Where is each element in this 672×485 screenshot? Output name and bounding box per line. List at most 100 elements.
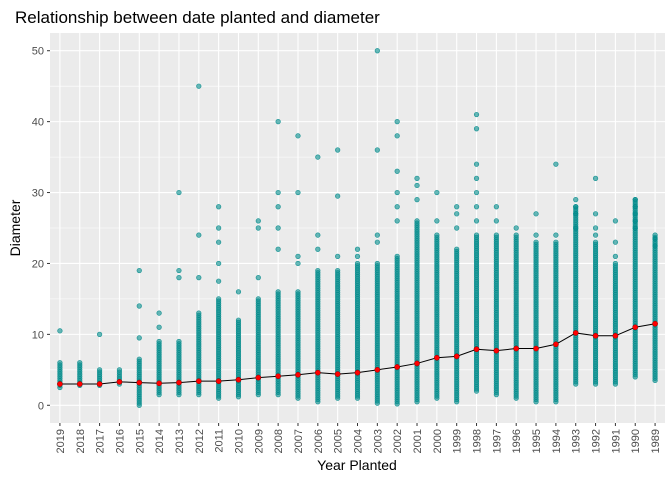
data-point bbox=[612, 218, 619, 224]
mean-point bbox=[354, 369, 361, 376]
x-tick-label: 2019 bbox=[55, 429, 67, 453]
data-point bbox=[335, 193, 341, 199]
mean-point bbox=[652, 320, 658, 327]
x-tick-label: 2001 bbox=[412, 429, 424, 453]
x-tick-label: 1997 bbox=[491, 429, 503, 453]
data-point bbox=[156, 310, 162, 316]
data-point bbox=[414, 218, 420, 224]
x-tick-label: 2005 bbox=[333, 429, 345, 453]
mean-point bbox=[572, 330, 579, 336]
x-tick-label: 2017 bbox=[95, 429, 107, 453]
data-point bbox=[315, 232, 321, 238]
data-point bbox=[354, 260, 361, 267]
x-tick-label: 2013 bbox=[174, 429, 186, 453]
data-point bbox=[96, 367, 103, 373]
data-point bbox=[573, 197, 579, 203]
mean-point bbox=[473, 346, 480, 353]
data-point bbox=[394, 204, 400, 210]
data-point bbox=[77, 360, 83, 366]
data-point bbox=[216, 296, 222, 302]
y-tick-label: 50 bbox=[32, 46, 44, 58]
x-tick-label: 2015 bbox=[134, 429, 146, 453]
data-point bbox=[394, 218, 400, 224]
mean-point bbox=[57, 381, 63, 387]
data-point bbox=[434, 189, 440, 196]
x-tick-label: 2000 bbox=[432, 429, 444, 453]
data-point bbox=[414, 175, 420, 181]
data-point bbox=[454, 204, 460, 210]
data-point bbox=[493, 204, 499, 210]
y-tick-label: 30 bbox=[32, 188, 44, 200]
data-point bbox=[513, 232, 519, 238]
mean-point bbox=[275, 373, 281, 380]
x-tick-label: 1992 bbox=[591, 429, 603, 453]
data-point bbox=[295, 189, 301, 196]
x-tick-label: 2003 bbox=[372, 429, 384, 453]
mean-point bbox=[453, 353, 460, 360]
data-point bbox=[473, 175, 480, 181]
data-point bbox=[156, 338, 162, 345]
data-point bbox=[57, 360, 63, 366]
data-point bbox=[454, 246, 460, 252]
data-point bbox=[255, 275, 261, 281]
data-point bbox=[394, 133, 400, 139]
data-point bbox=[414, 197, 420, 203]
mean-trend bbox=[57, 320, 658, 387]
data-point bbox=[315, 154, 321, 160]
data-point bbox=[196, 83, 202, 89]
data-point bbox=[216, 204, 222, 210]
data-point bbox=[374, 147, 380, 153]
data-point bbox=[632, 211, 638, 217]
data-point bbox=[394, 253, 400, 259]
data-point bbox=[374, 48, 380, 54]
y-axis-title: Diameter bbox=[7, 199, 23, 256]
data-point bbox=[533, 232, 539, 238]
data-point bbox=[473, 111, 480, 118]
data-point bbox=[632, 218, 638, 224]
data-point bbox=[216, 278, 222, 284]
y-tick-label: 10 bbox=[32, 329, 44, 341]
data-point bbox=[592, 225, 599, 231]
x-axis: 2019 2018 2017 2016 2015 2014 2013 2012 2011 2010… bbox=[55, 423, 662, 453]
data-point bbox=[394, 119, 400, 125]
data-point bbox=[216, 225, 222, 231]
x-tick-label: 1990 bbox=[630, 429, 642, 453]
data-point bbox=[592, 232, 599, 238]
data-point bbox=[315, 267, 321, 274]
data-point bbox=[176, 189, 182, 196]
mean-point bbox=[314, 369, 321, 376]
data-point bbox=[255, 218, 261, 224]
data-point bbox=[136, 356, 142, 362]
data-point bbox=[96, 331, 103, 337]
data-point bbox=[612, 239, 619, 245]
mean-point bbox=[96, 381, 103, 387]
data-point bbox=[473, 218, 480, 224]
x-axis-title: Year Planted bbox=[317, 457, 397, 473]
data-point bbox=[295, 133, 301, 139]
mean-point bbox=[513, 345, 520, 352]
data-point bbox=[533, 239, 539, 245]
data-point bbox=[196, 232, 202, 238]
mean-point bbox=[215, 378, 222, 385]
data-point bbox=[553, 161, 559, 167]
data-point bbox=[295, 289, 301, 295]
mean-point bbox=[295, 371, 301, 378]
data-point bbox=[136, 267, 142, 274]
x-tick-label: 1989 bbox=[650, 429, 662, 453]
mean-point bbox=[334, 371, 341, 377]
mean-point bbox=[394, 364, 401, 370]
mean-point bbox=[533, 345, 539, 352]
data-point bbox=[295, 260, 301, 267]
x-tick-label: 2002 bbox=[392, 429, 404, 453]
data-point bbox=[335, 147, 341, 153]
mean-point bbox=[553, 341, 559, 348]
data-point bbox=[235, 317, 242, 323]
data-point bbox=[136, 303, 142, 309]
data-point bbox=[652, 236, 658, 242]
mean-point bbox=[493, 347, 500, 354]
x-tick-label: 1995 bbox=[531, 429, 543, 453]
data-point bbox=[414, 182, 420, 189]
data-point bbox=[473, 232, 480, 238]
mean-point bbox=[632, 324, 639, 331]
